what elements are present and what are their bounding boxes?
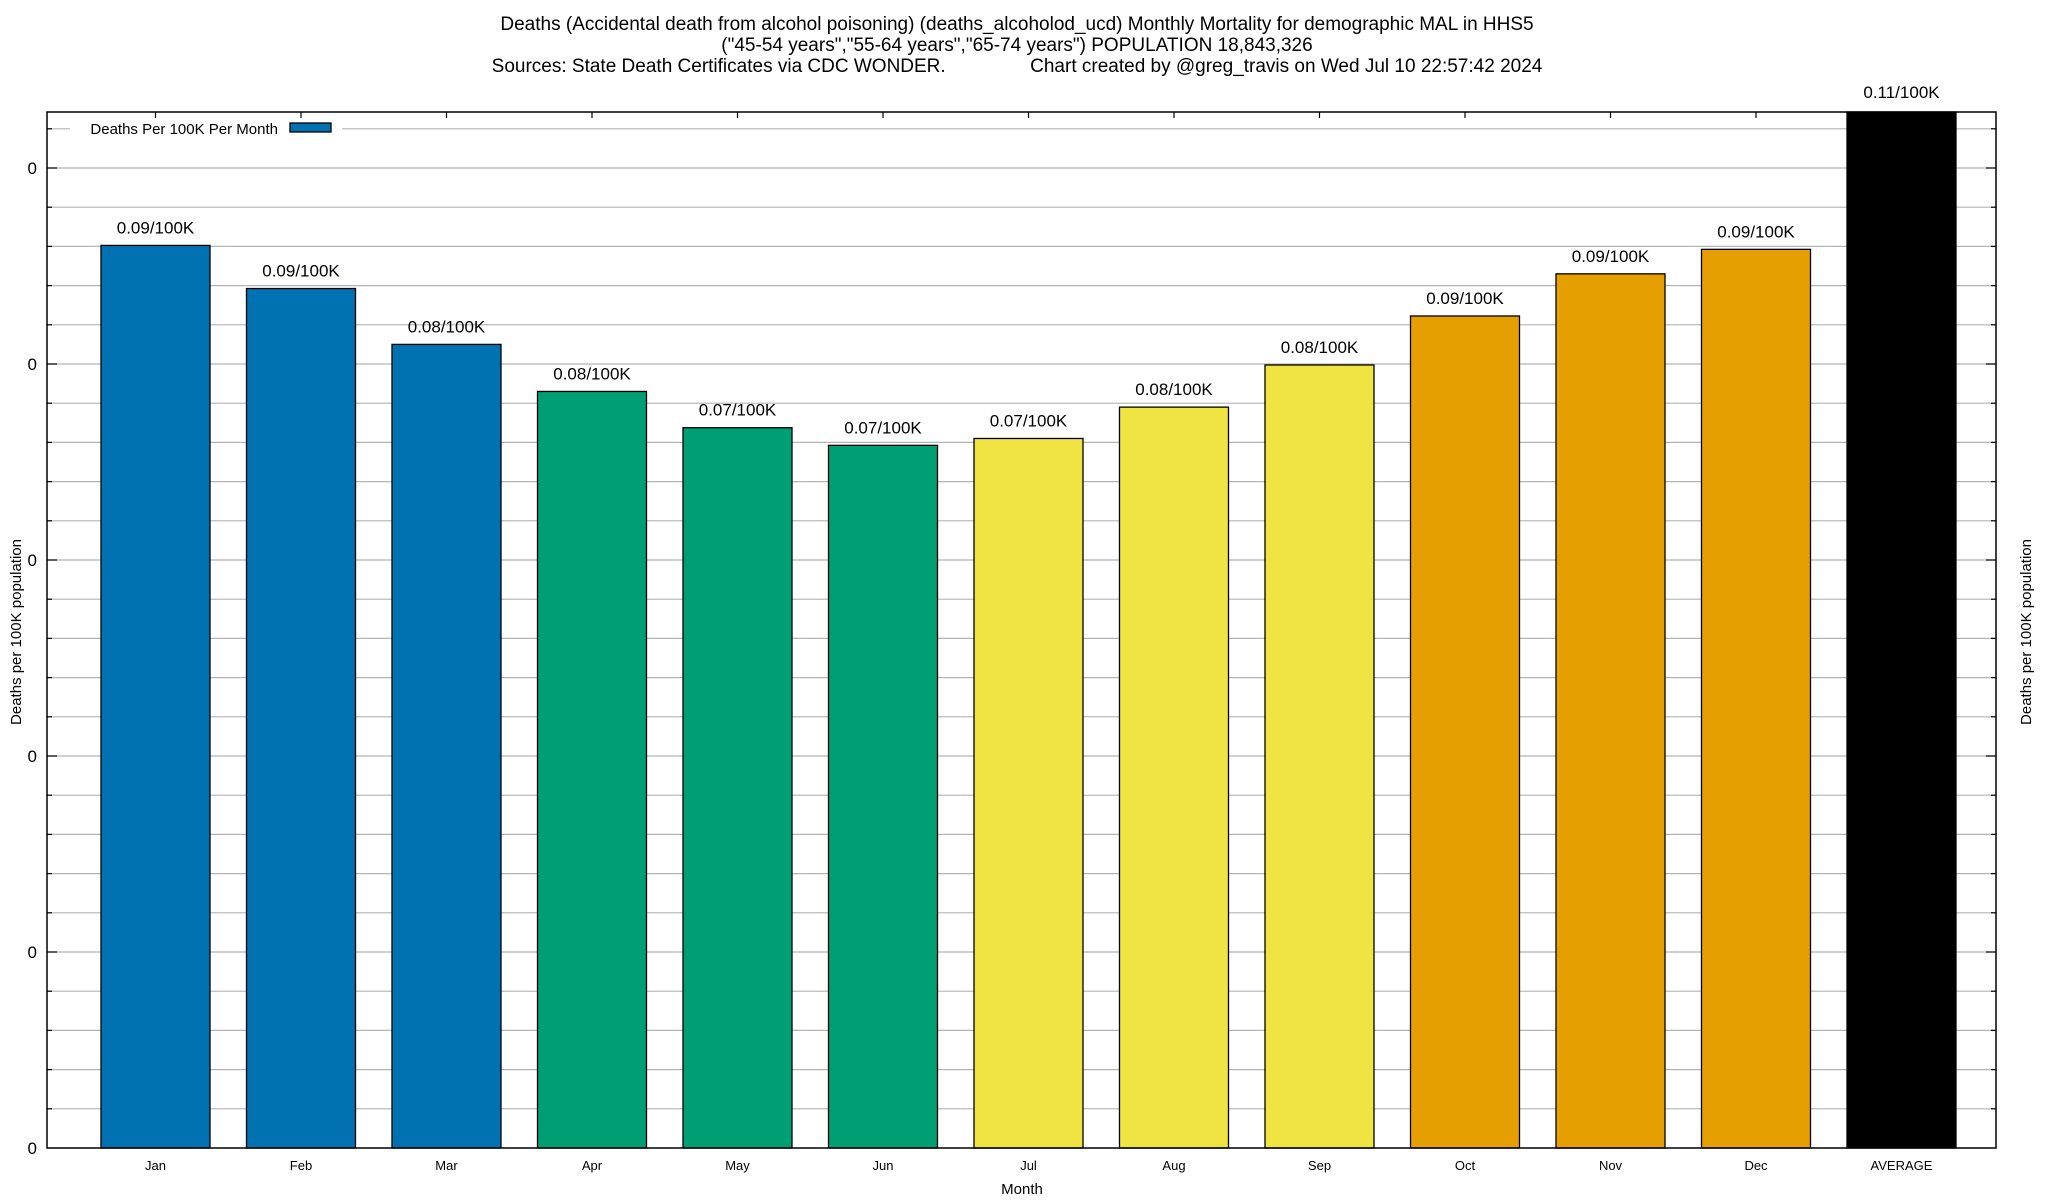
y-tick-label: 0 xyxy=(28,747,37,766)
x-tick-label: Nov xyxy=(1599,1158,1623,1173)
y-tick-labels: 0 0 0 0 0 0 xyxy=(28,159,37,1158)
chart-title: Deaths (Accidental death from alcohol po… xyxy=(492,14,1543,77)
title-line-3: Sources: State Death Certificates via CD… xyxy=(492,56,1543,77)
legend: Deaths Per 100K Per Month xyxy=(70,118,342,140)
y-tick-label: 0 xyxy=(28,159,37,178)
bar-jan xyxy=(100,244,211,1149)
x-axis-title: Month xyxy=(1001,1181,1043,1198)
x-tick-label: AVERAGE xyxy=(1871,1158,1933,1173)
y-tick-label: 0 xyxy=(28,551,37,570)
x-tick-label: Apr xyxy=(582,1158,603,1173)
bar-sep xyxy=(1264,364,1375,1149)
bar-value-label: 0.07/100K xyxy=(844,418,922,437)
plot-frame xyxy=(46,111,1997,1149)
x-tick-label: May xyxy=(725,1158,750,1173)
bar-value-label: 0.09/100K xyxy=(1426,289,1504,308)
bar-value-label: 0.07/100K xyxy=(990,411,1068,430)
bar-apr xyxy=(536,390,648,1149)
axis-ticks xyxy=(47,112,1996,1110)
x-tick-label: Aug xyxy=(1162,1158,1185,1173)
bar-jul xyxy=(973,437,1084,1149)
legend-label: Deaths Per 100K Per Month xyxy=(90,121,278,138)
title-line-2: ("45-54 years","55-64 years","65-74 year… xyxy=(721,35,1312,56)
x-tick-label: Jun xyxy=(873,1158,894,1173)
y-tick-label: 0 xyxy=(28,943,37,962)
title-line-1: Deaths (Accidental death from alcohol po… xyxy=(500,14,1533,35)
bar-oct xyxy=(1409,315,1521,1149)
bar-jun xyxy=(827,444,939,1149)
bar-value-label: 0.09/100K xyxy=(1717,222,1795,241)
bar-value-label: 0.09/100K xyxy=(262,262,340,281)
bars xyxy=(100,111,1957,1149)
y-axis-title: Deaths per 100K population xyxy=(8,539,25,725)
bar-value-label: 0.08/100K xyxy=(1135,380,1213,399)
x-tick-label: Dec xyxy=(1744,1158,1768,1173)
bar-value-label: 0.08/100K xyxy=(1281,338,1359,357)
x-tick-label: Feb xyxy=(290,1158,312,1173)
bar-feb xyxy=(245,287,357,1149)
x-tick-label: Mar xyxy=(435,1158,458,1173)
bar-may xyxy=(682,427,793,1149)
bar-value-labels: 0.09/100K 0.09/100K 0.08/100K 0.08/100K 0.07… xyxy=(117,83,1941,437)
bar-nov xyxy=(1555,273,1666,1149)
y-tick-label: 0 xyxy=(28,1139,37,1158)
x-tick-label: Sep xyxy=(1308,1158,1331,1173)
bar-dec xyxy=(1700,248,1812,1149)
legend-swatch xyxy=(289,122,332,133)
bar-value-label: 0.09/100K xyxy=(1572,247,1650,266)
x-tick-label: Oct xyxy=(1455,1158,1476,1173)
x-tick-label: Jan xyxy=(145,1158,166,1173)
y-tick-label: 0 xyxy=(28,355,37,374)
bar-average xyxy=(1846,111,1957,1149)
bar-value-label: 0.09/100K xyxy=(117,218,195,237)
bar-aug xyxy=(1118,406,1230,1149)
legend-background xyxy=(70,118,342,140)
x-tick-label: Jul xyxy=(1020,1158,1037,1173)
y2-axis-title: Deaths per 100K population xyxy=(2018,539,2035,725)
bar-value-label: 0.08/100K xyxy=(553,364,631,383)
x-tick-labels: Jan Feb Mar Apr May Jun Jul Aug Sep Oct Nov Dec AVER… xyxy=(145,1158,1933,1173)
bar-mar xyxy=(391,343,502,1149)
bar-value-label: 0.08/100K xyxy=(408,317,486,336)
bar-value-label: 0.07/100K xyxy=(699,401,777,420)
bar-value-label: 0.11/100K xyxy=(1863,83,1940,102)
